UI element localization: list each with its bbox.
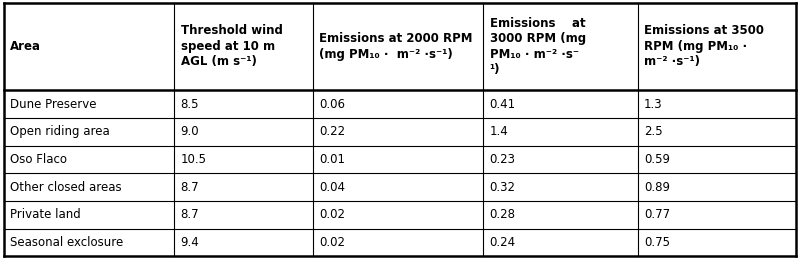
Text: Private land: Private land [10, 208, 81, 221]
Bar [313, 146, 483, 173]
Bar [4, 90, 174, 118]
Bar [174, 90, 313, 118]
Bar [483, 3, 638, 90]
Bar [638, 3, 796, 90]
Text: 10.5: 10.5 [181, 153, 206, 166]
Bar [638, 229, 796, 256]
Bar [313, 229, 483, 256]
Text: 0.32: 0.32 [490, 181, 515, 194]
Text: 9.0: 9.0 [181, 125, 199, 138]
Bar [483, 229, 638, 256]
Text: 0.23: 0.23 [490, 153, 515, 166]
Text: 0.04: 0.04 [319, 181, 346, 194]
Text: 0.01: 0.01 [319, 153, 346, 166]
Bar [638, 118, 796, 146]
Text: 0.06: 0.06 [319, 97, 346, 111]
Text: Other closed areas: Other closed areas [10, 181, 122, 194]
Text: 0.02: 0.02 [319, 208, 346, 221]
Bar [483, 201, 638, 229]
Bar [483, 173, 638, 201]
Bar [638, 201, 796, 229]
Text: 0.24: 0.24 [490, 236, 516, 249]
Bar [313, 173, 483, 201]
Bar [4, 229, 174, 256]
Text: 0.22: 0.22 [319, 125, 346, 138]
Text: Oso Flaco: Oso Flaco [10, 153, 67, 166]
Bar [174, 201, 313, 229]
Text: Threshold wind
speed at 10 m
AGL (m s⁻¹): Threshold wind speed at 10 m AGL (m s⁻¹) [181, 24, 282, 68]
Bar [638, 146, 796, 173]
Text: 1.3: 1.3 [644, 97, 662, 111]
Text: 0.28: 0.28 [490, 208, 515, 221]
Bar [4, 118, 174, 146]
Text: 2.5: 2.5 [644, 125, 662, 138]
Bar [174, 3, 313, 90]
Bar [174, 118, 313, 146]
Bar [174, 173, 313, 201]
Bar [483, 118, 638, 146]
Text: 9.4: 9.4 [181, 236, 199, 249]
Bar [174, 229, 313, 256]
Bar [4, 3, 174, 90]
Bar [4, 173, 174, 201]
Bar [313, 3, 483, 90]
Text: 8.7: 8.7 [181, 208, 199, 221]
Text: Emissions at 3500
RPM (mg PM₁₀ ·
m⁻² ·s⁻¹): Emissions at 3500 RPM (mg PM₁₀ · m⁻² ·s⁻… [644, 24, 764, 68]
Text: Area: Area [10, 40, 42, 53]
Text: Dune Preserve: Dune Preserve [10, 97, 97, 111]
Bar [483, 90, 638, 118]
Text: Emissions    at
3000 RPM (mg
PM₁₀ · m⁻² ·s⁻
¹): Emissions at 3000 RPM (mg PM₁₀ · m⁻² ·s⁻… [490, 17, 586, 76]
Bar [4, 201, 174, 229]
Bar [4, 146, 174, 173]
Bar [638, 90, 796, 118]
Bar [313, 118, 483, 146]
Text: 0.77: 0.77 [644, 208, 670, 221]
Text: 8.5: 8.5 [181, 97, 199, 111]
Text: 8.7: 8.7 [181, 181, 199, 194]
Bar [313, 90, 483, 118]
Text: 0.02: 0.02 [319, 236, 346, 249]
Bar [638, 173, 796, 201]
Bar [174, 146, 313, 173]
Text: 0.89: 0.89 [644, 181, 670, 194]
Text: 0.41: 0.41 [490, 97, 516, 111]
Text: Emissions at 2000 RPM
(mg PM₁₀ ·  m⁻² ·s⁻¹): Emissions at 2000 RPM (mg PM₁₀ · m⁻² ·s⁻… [319, 32, 473, 61]
Text: 0.75: 0.75 [644, 236, 670, 249]
Bar [483, 146, 638, 173]
Text: Seasonal exclosure: Seasonal exclosure [10, 236, 124, 249]
Text: Open riding area: Open riding area [10, 125, 110, 138]
Text: 1.4: 1.4 [490, 125, 508, 138]
Bar [313, 201, 483, 229]
Text: 0.59: 0.59 [644, 153, 670, 166]
